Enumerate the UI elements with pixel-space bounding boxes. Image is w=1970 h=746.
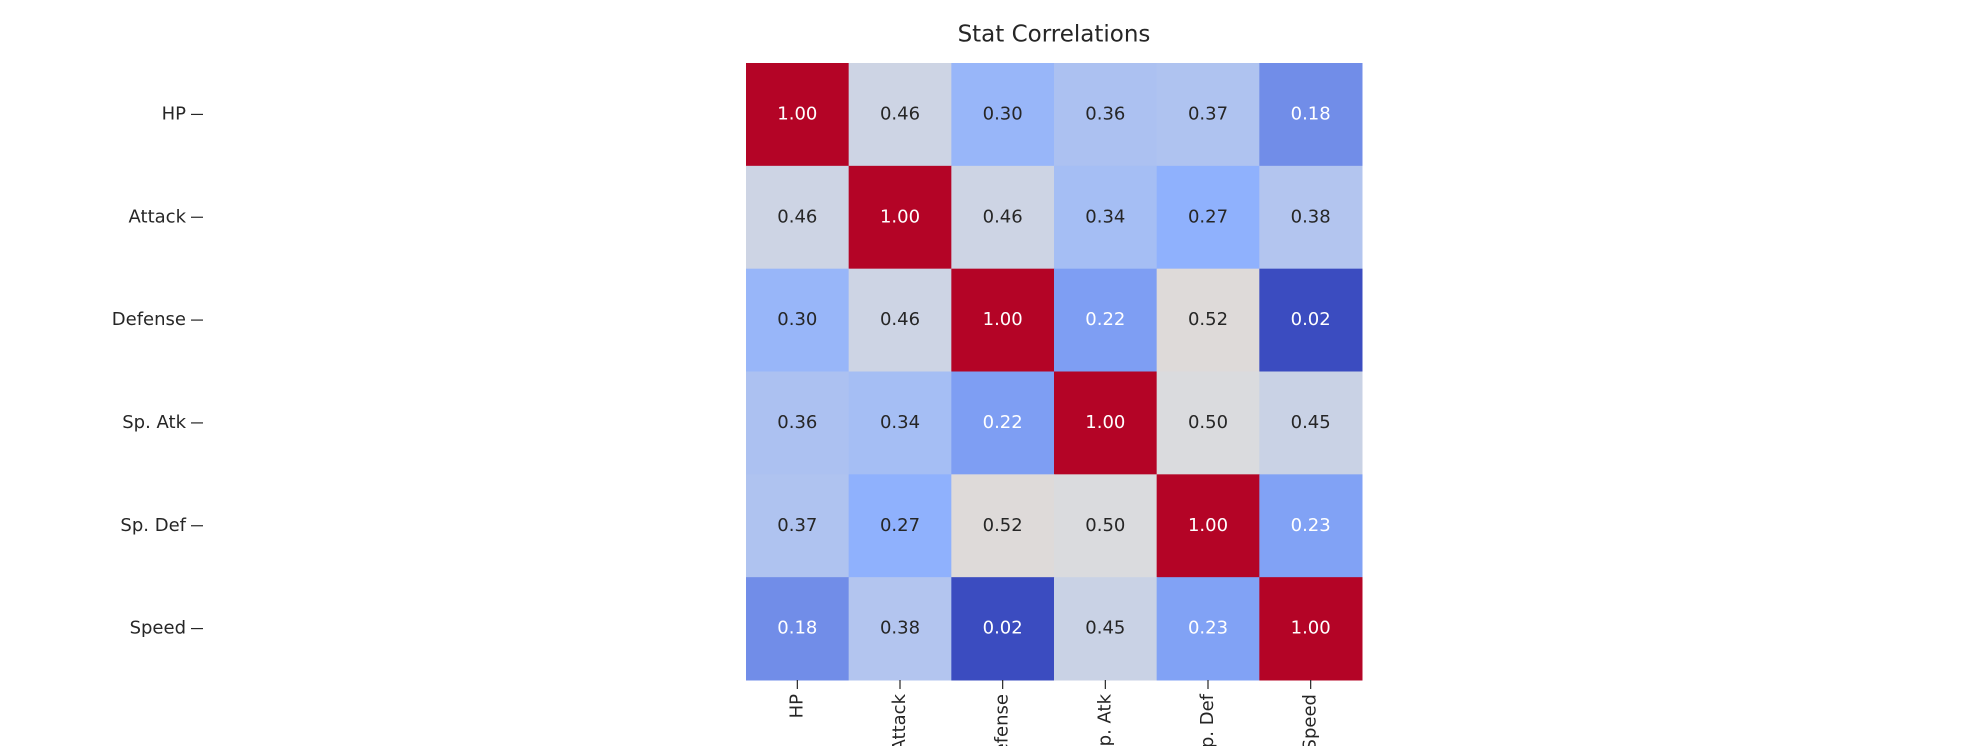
heatmap-cell xyxy=(1259,63,1363,167)
heatmap-cell xyxy=(951,474,1055,578)
y-tick-label: Sp. Def xyxy=(120,515,186,536)
heatmap-cell xyxy=(1054,474,1158,578)
heatmap-cell xyxy=(746,474,850,578)
heatmap-cell xyxy=(848,577,952,681)
cell-label: 0.02 xyxy=(1291,309,1331,330)
cell-label: 0.45 xyxy=(1085,618,1125,639)
x-tick-label: HP xyxy=(786,694,807,719)
chart-title: Stat Correlations xyxy=(958,22,1151,48)
cell-label: 0.34 xyxy=(880,412,920,433)
y-tick-label: Defense xyxy=(112,309,186,330)
y-tick-label: Attack xyxy=(129,206,187,227)
cell-label: 0.27 xyxy=(1188,206,1228,227)
heatmap-cell xyxy=(1054,371,1158,475)
cell-label: 0.34 xyxy=(1085,206,1125,227)
heatmap-cell xyxy=(1156,165,1260,270)
heatmap-cell xyxy=(1054,577,1158,681)
heatmap-cell xyxy=(1156,268,1260,372)
cell-label: 0.38 xyxy=(1291,206,1331,227)
heatmap-cell xyxy=(746,63,850,167)
cell-label: 0.23 xyxy=(1291,515,1331,536)
cell-label: 0.02 xyxy=(983,618,1023,639)
x-tick-label: Speed xyxy=(1300,694,1321,746)
heatmap-cell xyxy=(848,63,952,167)
x-tick-label: Defense xyxy=(992,694,1013,746)
heatmap-cell xyxy=(848,165,952,270)
y-tick-label: HP xyxy=(162,103,187,124)
cell-label: 0.30 xyxy=(777,309,817,330)
cell-label: 0.50 xyxy=(1188,412,1228,433)
cell-label: 0.23 xyxy=(1188,618,1228,639)
heatmap-cell xyxy=(951,63,1055,167)
cell-label: 0.30 xyxy=(983,103,1023,124)
cell-label: 0.46 xyxy=(983,206,1023,227)
cell-label: 1.00 xyxy=(1188,515,1228,536)
cell-label: 0.27 xyxy=(880,515,920,536)
heatmap-cell xyxy=(1054,268,1158,372)
heatmap-cell xyxy=(1156,577,1260,681)
heatmap-cell xyxy=(951,268,1055,372)
heatmap-cell xyxy=(951,371,1055,475)
cell-label: 1.00 xyxy=(983,309,1023,330)
heatmap-cell xyxy=(1259,577,1363,681)
heatmap-cell xyxy=(1259,268,1363,372)
cell-label: 0.37 xyxy=(777,515,817,536)
cell-label: 0.45 xyxy=(1291,412,1331,433)
heatmap-cell xyxy=(1054,63,1158,167)
cell-label: 0.36 xyxy=(1085,103,1125,124)
cell-label: 0.36 xyxy=(777,412,817,433)
cell-label: 0.46 xyxy=(880,309,920,330)
cell-label: 1.00 xyxy=(880,206,920,227)
cell-label: 1.00 xyxy=(1291,618,1331,639)
cell-label: 0.52 xyxy=(1188,309,1228,330)
heatmap-cell xyxy=(746,165,850,270)
cell-label: 0.22 xyxy=(1085,309,1125,330)
x-tick-label: Sp. Atk xyxy=(1094,693,1115,746)
heatmap-cell xyxy=(746,268,850,372)
y-tick-label: Speed xyxy=(130,618,186,639)
heatmap-cell xyxy=(746,371,850,475)
cell-label: 0.50 xyxy=(1085,515,1125,536)
cell-label: 0.18 xyxy=(1291,103,1331,124)
heatmap-cell xyxy=(1259,371,1363,475)
heatmap-cell xyxy=(746,577,850,681)
x-tick-label: Sp. Def xyxy=(1197,693,1218,746)
heatmap-cell xyxy=(1156,371,1260,475)
cell-label: 0.46 xyxy=(777,206,817,227)
x-tick-label: Attack xyxy=(889,693,910,746)
heatmap-cell xyxy=(848,268,952,372)
heatmap-cell xyxy=(1156,63,1260,167)
cell-label: 1.00 xyxy=(1085,412,1125,433)
heatmap-cell xyxy=(951,165,1055,270)
cell-label: 1.00 xyxy=(777,103,817,124)
cell-label: 0.38 xyxy=(880,618,920,639)
cell-label: 0.22 xyxy=(983,412,1023,433)
cell-label: 0.52 xyxy=(983,515,1023,536)
y-tick-label: Sp. Atk xyxy=(122,412,186,433)
heatmap-cell xyxy=(848,371,952,475)
cell-label: 0.37 xyxy=(1188,103,1228,124)
heatmap-cell xyxy=(848,474,952,578)
heatmap-cell xyxy=(1259,165,1363,270)
cell-label: 0.46 xyxy=(880,103,920,124)
heatmap-cell xyxy=(1259,474,1363,578)
heatmap-cell xyxy=(1156,474,1260,578)
heatmap-cell xyxy=(1054,165,1158,270)
cell-label: 0.18 xyxy=(777,618,817,639)
heatmap-cell xyxy=(951,577,1055,681)
